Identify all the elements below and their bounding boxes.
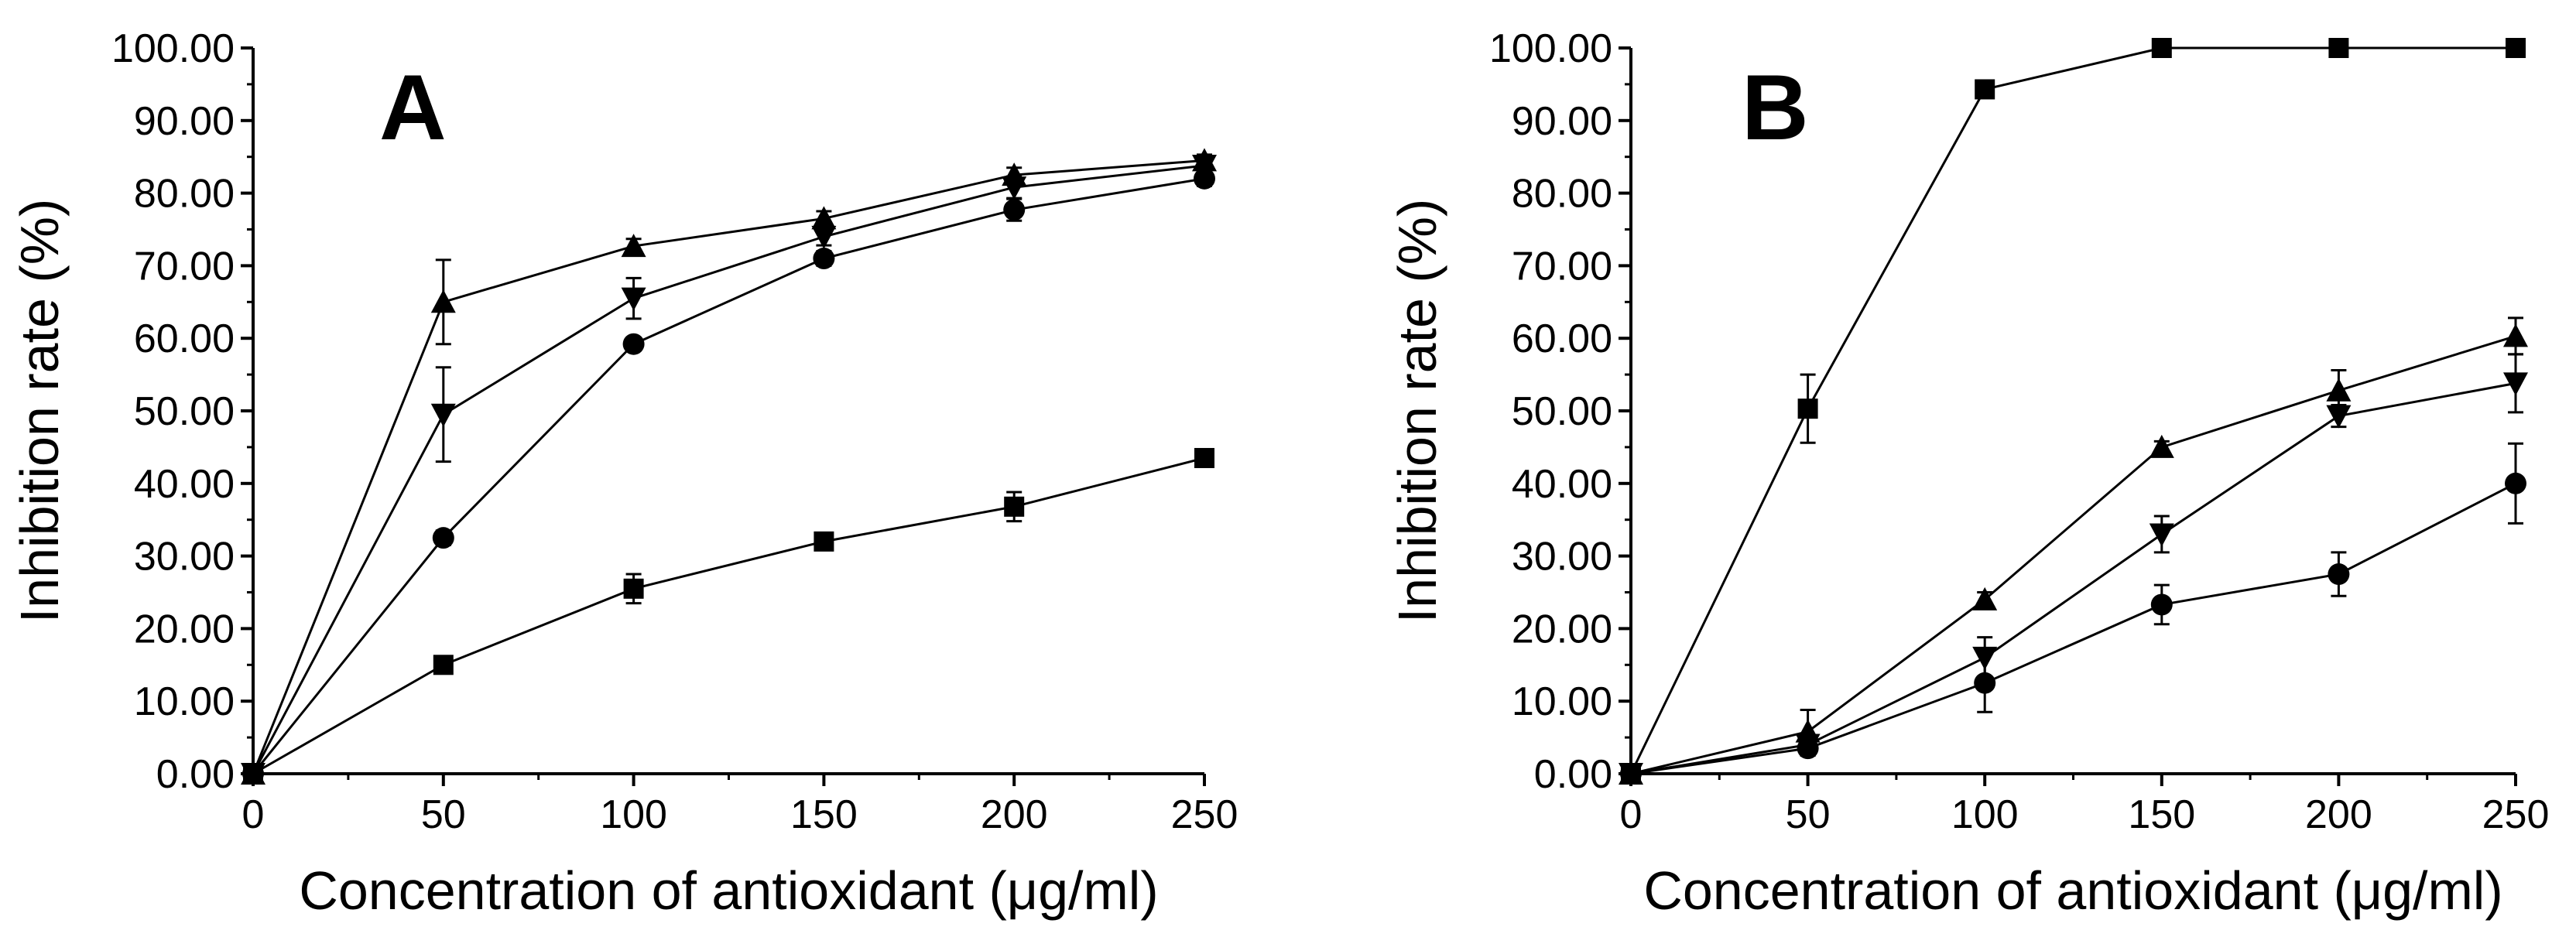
y-tick-label: 50.00 <box>1512 389 1612 434</box>
data-point-circle <box>2505 472 2526 494</box>
data-point-triangle-up <box>621 234 646 258</box>
x-tick-label: 150 <box>790 792 858 837</box>
y-tick-label: 50.00 <box>134 389 235 434</box>
y-tick-label: 80.00 <box>1512 172 1612 217</box>
x-tick-label: 150 <box>2128 792 2195 837</box>
x-tick-label: 200 <box>2305 792 2372 837</box>
data-point-square <box>2151 38 2172 58</box>
data-point-triangle-down <box>621 287 646 311</box>
x-tick-label: 100 <box>1951 792 2019 837</box>
y-tick-label: 90.00 <box>1512 99 1612 144</box>
data-point-square <box>1797 398 1818 419</box>
y-tick-label: 30.00 <box>1512 535 1612 580</box>
data-point-triangle-down <box>811 225 837 249</box>
data-point-square <box>623 578 644 599</box>
series-line-triangle-up <box>252 159 1205 775</box>
x-tick-label: 50 <box>421 792 466 837</box>
y-tick-label: 10.00 <box>134 679 235 724</box>
data-point-triangle-down <box>430 403 456 427</box>
data-point-square <box>1004 496 1025 517</box>
series-line-circle <box>1630 482 2516 775</box>
data-point-circle <box>432 527 454 549</box>
panel-letter: B <box>1742 56 1809 159</box>
series-line-triangle-down <box>252 164 1205 775</box>
data-point-triangle-down <box>1972 646 1998 670</box>
y-tick-label: 20.00 <box>134 607 235 651</box>
y-tick-label: 10.00 <box>1512 679 1612 724</box>
x-tick-label: 200 <box>981 792 1048 837</box>
x-tick-label: 50 <box>1786 792 1831 837</box>
x-tick-label: 0 <box>1620 792 1643 837</box>
data-point-triangle-up <box>1972 586 1998 610</box>
data-point-circle <box>2328 563 2350 586</box>
data-point-triangle-down <box>1795 734 1821 757</box>
data-point-triangle-down <box>2149 523 2174 547</box>
y-tick-label: 80.00 <box>134 172 235 217</box>
y-tick-label: 20.00 <box>1512 607 1612 651</box>
data-point-triangle-down <box>2503 372 2528 396</box>
data-point-triangle-down <box>1002 176 1027 200</box>
data-point-circle <box>622 333 645 355</box>
data-point-triangle-up <box>430 289 456 313</box>
data-point-square <box>814 531 834 552</box>
data-point-circle <box>2150 593 2173 616</box>
panel-letter: A <box>379 56 447 159</box>
y-tick-label: 30.00 <box>134 535 235 580</box>
y-tick-label: 70.00 <box>1512 244 1612 289</box>
y-tick-label: 60.00 <box>1512 316 1612 361</box>
data-point-triangle-down <box>2326 405 2352 429</box>
panel-b: 0.00 10.00 20.00 30.00 40.00 50.00 60.00 70.00 8… <box>1387 26 2549 921</box>
data-point-triangle-up <box>2149 434 2174 458</box>
data-point-triangle-down <box>241 763 265 786</box>
x-tick-label: 0 <box>242 792 265 837</box>
series-line-circle <box>252 177 1205 775</box>
data-point-triangle-up <box>2503 323 2528 347</box>
x-axis-title: Concentration of antioxidant (μg/ml) <box>299 860 1158 921</box>
y-tick-label: 60.00 <box>134 316 235 361</box>
series-line-square <box>1629 46 2516 775</box>
data-point-square <box>2328 38 2349 58</box>
y-tick-label: 90.00 <box>134 99 235 144</box>
data-point-triangle-down <box>1619 763 1643 786</box>
data-point-triangle-up <box>811 206 837 230</box>
y-axis-title: Inhibition rate (%) <box>1387 199 1447 624</box>
x-axis-title: Concentration of antioxidant (μg/ml) <box>1643 860 2502 921</box>
x-tick-label: 250 <box>2482 792 2550 837</box>
panel-a: 0.00 10.00 20.00 30.00 40.00 50.00 60.00 70.00 8… <box>9 26 1238 921</box>
data-point-circle <box>1003 199 1026 221</box>
y-tick-label: 40.00 <box>1512 462 1612 507</box>
data-point-square <box>1975 79 1995 100</box>
y-tick-label: 70.00 <box>134 244 235 289</box>
x-tick-label: 250 <box>1171 792 1238 837</box>
series-line-square <box>252 457 1205 775</box>
series-line-triangle-up <box>1630 334 2516 775</box>
data-point-square <box>1194 447 1214 468</box>
y-tick-label: 0.00 <box>1534 752 1612 797</box>
x-tick-label: 100 <box>600 792 667 837</box>
data-point-triangle-up <box>2326 378 2352 402</box>
series-line-triangle-down <box>1630 381 2516 775</box>
data-point-square <box>2506 38 2526 58</box>
data-point-circle <box>813 248 835 270</box>
y-tick-label: 100.00 <box>1489 26 1612 71</box>
y-tick-label: 0.00 <box>156 752 235 797</box>
y-tick-label: 100.00 <box>111 26 235 71</box>
y-axis-title: Inhibition rate (%) <box>9 199 70 624</box>
data-point-triangle-down <box>1192 154 1217 178</box>
y-tick-label: 40.00 <box>134 462 235 507</box>
data-point-square <box>433 655 454 675</box>
